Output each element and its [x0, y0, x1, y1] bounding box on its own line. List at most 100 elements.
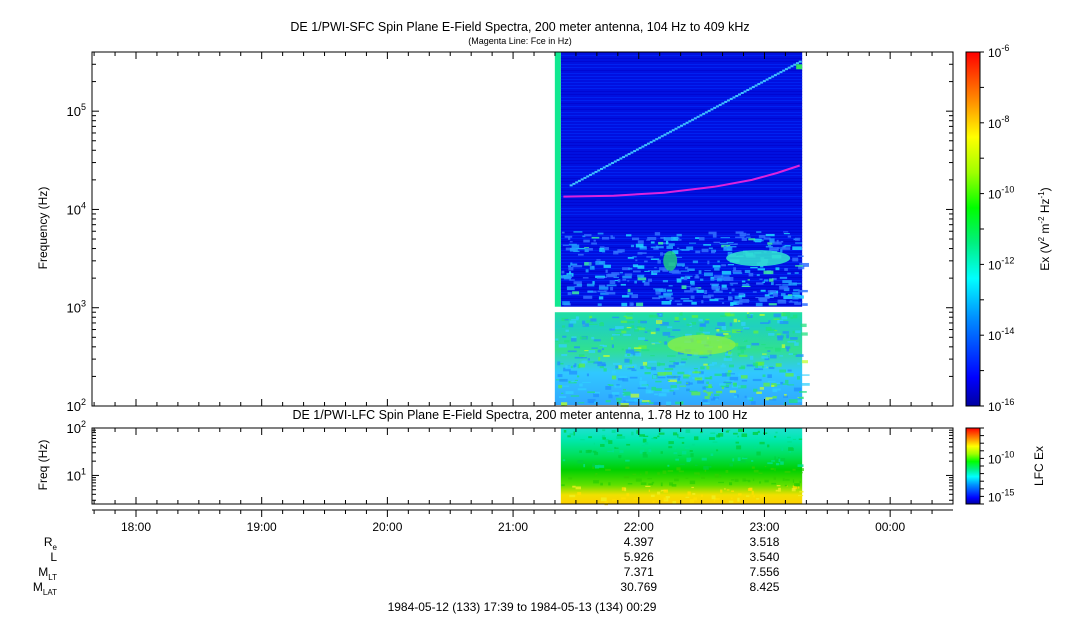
sfc-rising-track	[657, 136, 661, 139]
sfc-lf-noise	[587, 358, 590, 361]
lfc-noise	[741, 457, 748, 460]
sfc-noise	[799, 262, 809, 267]
sfc-lf-noise	[630, 351, 640, 356]
sfc-noise	[792, 257, 799, 262]
sfc-lf-noise	[561, 402, 568, 407]
lfc-noise	[569, 494, 576, 498]
lfc-noise	[780, 461, 784, 465]
sfc-noise	[745, 283, 749, 285]
sfc-lf-noise	[627, 354, 630, 357]
sfc-lf-noise	[705, 318, 710, 321]
sfc-striation	[560, 106, 803, 107]
lfc-noise	[729, 462, 733, 467]
lfc-noise	[642, 438, 647, 443]
fce-line	[563, 164, 801, 198]
sfc-lf-noise	[561, 325, 566, 328]
sfc-lf-noise	[721, 330, 731, 332]
sfc-noise	[607, 273, 617, 277]
sfc-lf-noise	[702, 399, 708, 403]
sfc-lf-noise	[784, 394, 787, 398]
sfc-noise	[627, 267, 633, 270]
lfc-y-axis-label: Freq (Hz)	[36, 440, 50, 491]
sfc-noise	[646, 256, 654, 258]
sfc-lf-noise	[667, 336, 675, 338]
lfc-noise	[624, 487, 627, 492]
sfc-noise	[730, 284, 734, 286]
sfc-lf-noise	[760, 322, 770, 325]
sfc-lf-noise	[717, 322, 726, 326]
sfc-lf-noise	[680, 312, 683, 316]
sfc-lf-noise	[702, 331, 711, 334]
lfc-noise	[600, 497, 607, 502]
sfc-lf-noise	[615, 365, 619, 369]
sfc-cbar-tick-base: 10	[988, 117, 1002, 131]
sfc-striation	[560, 154, 803, 155]
sfc-rising-track	[616, 159, 620, 162]
sfc-striation	[560, 133, 803, 134]
sfc-noise	[660, 237, 666, 239]
sfc-noise	[598, 284, 606, 288]
sfc-lf-noise	[593, 393, 599, 398]
sfc-noise	[795, 265, 804, 267]
sfc-rising-track	[602, 166, 606, 169]
sfc-striation	[560, 130, 803, 131]
sfc-striation	[560, 169, 803, 170]
lfc-noise	[672, 501, 677, 505]
sfc-striation	[560, 103, 803, 104]
sfc-lf-noise	[674, 320, 680, 323]
sfc-rising-track	[649, 141, 653, 144]
sfc-lf-noise	[638, 345, 647, 349]
sfc-lf-noise	[651, 343, 656, 345]
sfc-lf-noise	[584, 350, 589, 352]
sfc-noise	[632, 256, 637, 258]
ephemeris-value: 3.540	[749, 550, 779, 564]
sfc-striation	[560, 85, 803, 86]
sfc-noise	[711, 250, 716, 254]
sfc-lf-noise	[645, 363, 648, 368]
lfc-noise	[709, 465, 712, 468]
sfc-striation	[560, 64, 803, 65]
sfc-noise	[685, 266, 689, 270]
sfc-lf-noise	[747, 397, 752, 400]
sfc-noise	[775, 267, 780, 271]
sfc-noise	[622, 267, 630, 271]
sfc-noise	[644, 270, 650, 272]
lfc-noise	[612, 499, 616, 501]
lfc-noise	[665, 496, 670, 499]
sfc-lf-noise	[598, 356, 601, 361]
sfc-rising-track	[724, 100, 728, 103]
lfc-noise	[701, 476, 705, 479]
sfc-noise	[611, 272, 620, 276]
sfc-lf-noise	[559, 362, 564, 365]
sfc-noise	[721, 284, 727, 288]
lfc-noise	[652, 501, 655, 503]
sfc-lf-noise	[747, 312, 750, 314]
sfc-noise	[605, 291, 616, 295]
lfc-noise	[667, 470, 674, 473]
sfc-rising-track	[718, 103, 722, 106]
sfc-noise	[596, 277, 605, 279]
sfc-lf-noise	[741, 379, 748, 382]
sfc-noise	[574, 285, 582, 288]
sfc-y-tick-base: 10	[67, 202, 81, 217]
sfc-rising-track	[633, 150, 637, 153]
sfc-lf-noise	[683, 374, 691, 377]
sfc-noise	[723, 276, 734, 281]
sfc-noise	[683, 276, 688, 281]
sfc-noise	[784, 245, 791, 247]
sfc-noise	[589, 266, 595, 270]
sfc-noise	[617, 279, 621, 283]
sfc-noise	[759, 278, 763, 280]
sfc-lf-noise	[615, 326, 624, 330]
sfc-lf-noise	[706, 365, 710, 370]
lfc-noise	[801, 471, 803, 474]
sfc-striation	[560, 58, 803, 59]
sfc-striation	[560, 55, 803, 56]
sfc-rising-track	[597, 169, 601, 172]
sfc-lf-noise	[671, 387, 679, 390]
sfc-noise	[782, 280, 792, 284]
sfc-lf-noise	[753, 388, 758, 392]
sfc-noise	[676, 263, 685, 267]
sfc-noise	[797, 255, 804, 257]
